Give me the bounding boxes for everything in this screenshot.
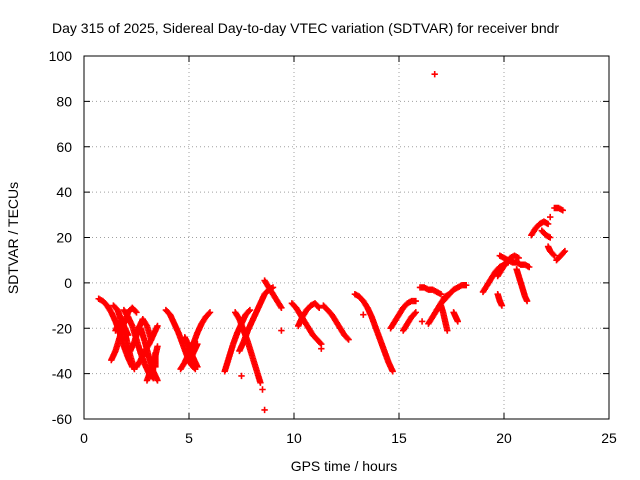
x-tick-label: 0 [80, 430, 88, 446]
data-point [238, 372, 245, 380]
data-point [463, 281, 470, 289]
data-point [317, 339, 324, 347]
data-point [206, 309, 214, 316]
axis-ticks: 0 5 10 15 20 25 -60 -40 -20 0 20 40 60 80 100 [49, 48, 617, 446]
data-point [205, 310, 213, 317]
data-point [345, 336, 352, 343]
data-point [559, 207, 566, 214]
data-point [412, 309, 419, 316]
data-point [561, 247, 569, 255]
data-point [124, 331, 132, 339]
y-tick-label: 40 [56, 184, 72, 200]
data-point [418, 318, 426, 325]
data-point [259, 386, 266, 393]
data-point [154, 377, 161, 384]
data-point [412, 297, 419, 305]
data-point [261, 406, 268, 414]
y-tick-label: 80 [56, 93, 72, 109]
data-point [154, 343, 161, 350]
data-point [194, 340, 201, 348]
x-tick-label: 20 [496, 430, 512, 446]
data-point [437, 291, 445, 298]
data-point [245, 308, 253, 315]
data-point [551, 252, 558, 259]
y-axis-label: SDTVAR / TECUs [5, 182, 21, 294]
x-tick-label: 5 [185, 430, 193, 446]
x-tick-label: 25 [601, 430, 617, 446]
y-tick-label: 100 [49, 48, 73, 64]
data-point [360, 311, 367, 318]
data-point [389, 368, 396, 375]
x-tick-label: 10 [286, 430, 302, 446]
y-tick-label: -60 [52, 411, 72, 427]
data-point [257, 379, 264, 386]
data-point [154, 322, 161, 330]
data-point [278, 304, 285, 312]
data-point [132, 308, 139, 315]
y-tick-label: 20 [56, 230, 72, 246]
y-tick-label: -40 [52, 366, 72, 382]
y-tick-label: 60 [56, 139, 72, 155]
data-point [526, 263, 533, 271]
x-axis-label: GPS time / hours [291, 458, 398, 474]
grid [84, 56, 609, 419]
data-point [246, 306, 254, 314]
data-point [133, 309, 140, 316]
chart-title: Day 315 of 2025, Sidereal Day-to-day VTE… [52, 20, 559, 36]
data-point [431, 70, 438, 78]
data-point [278, 327, 285, 334]
data-point [444, 327, 451, 334]
y-tick-label: 0 [64, 275, 72, 291]
data-point [411, 310, 418, 317]
data-point [314, 303, 322, 310]
data-point [194, 363, 201, 371]
data-point [316, 304, 323, 312]
y-tick-label: -20 [52, 320, 72, 336]
data-point [318, 345, 325, 352]
data-point [523, 297, 531, 305]
x-tick-label: 15 [391, 430, 407, 446]
data-point [544, 220, 552, 228]
data-point [344, 335, 351, 342]
data-point [550, 251, 557, 258]
data-point [152, 363, 159, 371]
data-point [498, 302, 506, 309]
data-points [95, 70, 569, 414]
data-point [454, 318, 461, 325]
data-point [560, 249, 568, 256]
data-point [547, 234, 554, 241]
data-point [547, 213, 554, 221]
plot-frame [83, 55, 610, 420]
